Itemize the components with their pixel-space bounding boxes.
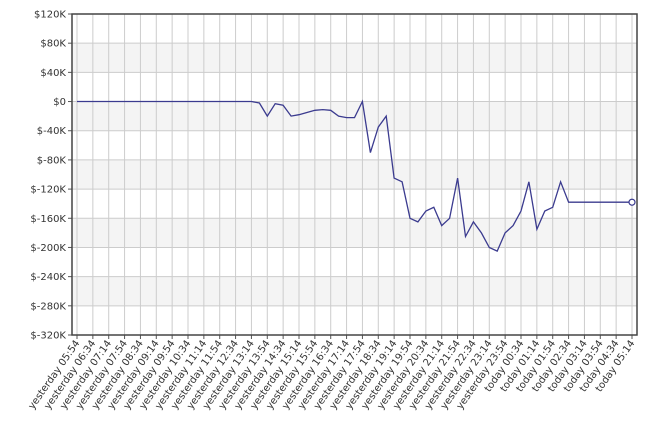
plot-border xyxy=(71,13,638,336)
y-tick-label: $-80K xyxy=(37,155,67,166)
y-tick-label: $-120K xyxy=(30,185,66,196)
line xyxy=(77,99,632,252)
y-tick-label: $-280K xyxy=(30,301,66,312)
y-tick-label: $120K xyxy=(34,10,66,21)
grid-band xyxy=(72,218,637,248)
y-tick-label: $0 xyxy=(53,97,66,108)
grid-band xyxy=(72,159,637,190)
y-tick-label: $-160K xyxy=(30,214,66,225)
y-tick-label: $-40K xyxy=(37,126,67,137)
y-tick-label: $-240K xyxy=(30,272,66,283)
y-tick-label: $40K xyxy=(40,68,66,79)
y-tick-label: $-200K xyxy=(30,243,66,254)
grid-band xyxy=(72,43,637,73)
grid-band xyxy=(72,276,637,306)
y-tick-label: $-320K xyxy=(30,331,66,342)
y-tick-label: $80K xyxy=(40,39,66,50)
end-marker xyxy=(628,198,636,206)
